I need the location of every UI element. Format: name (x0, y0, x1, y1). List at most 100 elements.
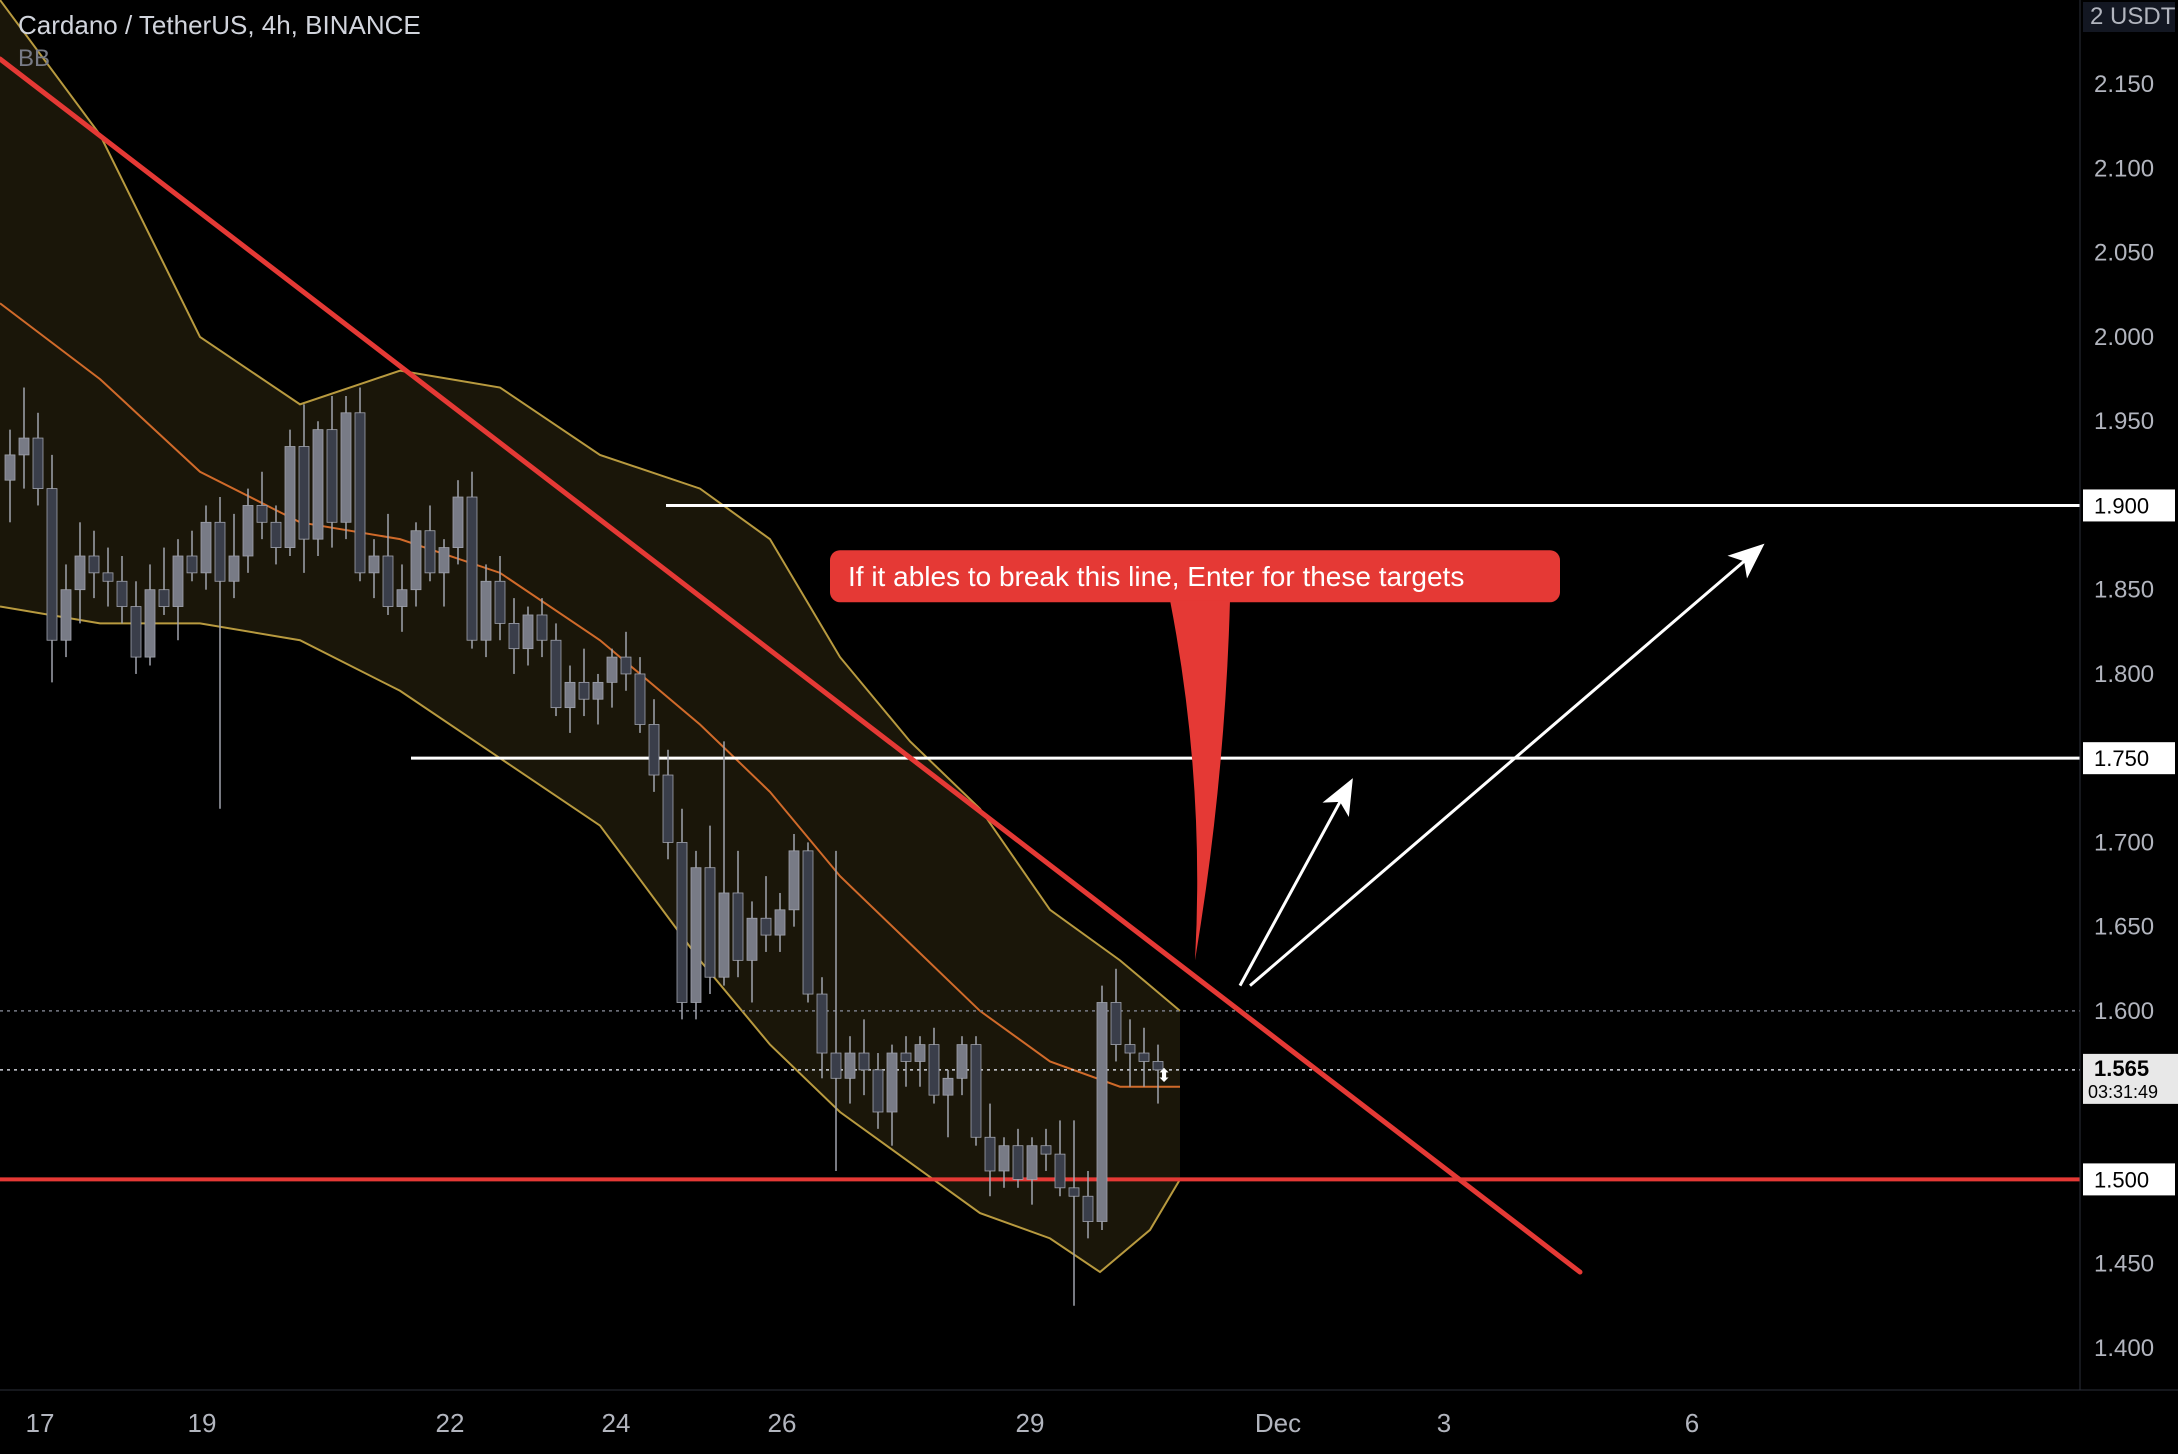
candle-body[interactable] (467, 497, 477, 640)
candle-body[interactable] (1111, 1002, 1121, 1044)
candle-body[interactable] (159, 590, 169, 607)
x-tick-label: 6 (1685, 1408, 1699, 1438)
candle-body[interactable] (635, 674, 645, 725)
candle-body[interactable] (313, 430, 323, 540)
candle-body[interactable] (439, 548, 449, 573)
candle-body[interactable] (453, 497, 463, 548)
y-tick-label: 1.450 (2094, 1251, 2154, 1278)
candle-body[interactable] (369, 556, 379, 573)
candle-body[interactable] (103, 573, 113, 581)
candle-body[interactable] (523, 615, 533, 649)
candle-body[interactable] (887, 1053, 897, 1112)
candle-body[interactable] (131, 607, 141, 658)
candle-body[interactable] (691, 868, 701, 1003)
candle-body[interactable] (47, 489, 57, 641)
candle-body[interactable] (1013, 1146, 1023, 1180)
candle-body[interactable] (89, 556, 99, 573)
candle-body[interactable] (5, 455, 15, 480)
candle-body[interactable] (33, 438, 43, 489)
y-axis-unit: 2 USDT (2090, 3, 2176, 30)
y-tick-label: 1.800 (2094, 661, 2154, 688)
candle-body[interactable] (705, 868, 715, 978)
candle-body[interactable] (789, 851, 799, 910)
candle-body[interactable] (649, 724, 659, 775)
candle-body[interactable] (341, 413, 351, 523)
candle-body[interactable] (271, 522, 281, 547)
candle-body[interactable] (537, 615, 547, 640)
candle-body[interactable] (817, 994, 827, 1053)
y-tick-label: 1.650 (2094, 914, 2154, 941)
candle-body[interactable] (831, 1053, 841, 1078)
candle-body[interactable] (411, 531, 421, 590)
candle-body[interactable] (873, 1070, 883, 1112)
candle-body[interactable] (761, 918, 771, 935)
candle-body[interactable] (621, 657, 631, 674)
candle-body[interactable] (1069, 1188, 1079, 1196)
trend-line[interactable] (0, 59, 1580, 1272)
y-tick-label: 2.100 (2094, 155, 2154, 182)
candle-body[interactable] (355, 413, 365, 573)
candle-body[interactable] (187, 556, 197, 573)
candle-body[interactable] (173, 556, 183, 607)
candle-body[interactable] (299, 446, 309, 539)
candle-body[interactable] (929, 1045, 939, 1096)
candle-body[interactable] (495, 581, 505, 623)
price-chart[interactable]: 1.9001.7501.500If it ables to break this… (0, 0, 2178, 1454)
candle-body[interactable] (145, 590, 155, 657)
x-tick-label: 17 (26, 1408, 55, 1438)
candle-body[interactable] (719, 893, 729, 977)
candle-body[interactable] (383, 556, 393, 607)
chart-title[interactable]: Cardano / TetherUS, 4h, BINANCE (18, 10, 421, 40)
indicator-label[interactable]: BB (18, 45, 50, 72)
x-tick-label: 24 (602, 1408, 631, 1438)
candle-body[interactable] (999, 1146, 1009, 1171)
candle-body[interactable] (425, 531, 435, 573)
y-tick-label: 2.050 (2094, 240, 2154, 267)
candle-body[interactable] (985, 1137, 995, 1171)
target-arrow[interactable] (1250, 548, 1760, 986)
candle-body[interactable] (1055, 1154, 1065, 1188)
candle-body[interactable] (859, 1053, 869, 1070)
candle-body[interactable] (803, 851, 813, 994)
candle-body[interactable] (215, 522, 225, 581)
candle-body[interactable] (607, 657, 617, 682)
candle-body[interactable] (117, 581, 127, 606)
candle-body[interactable] (1097, 1002, 1107, 1221)
y-tick-label: 1.850 (2094, 577, 2154, 604)
candle-body[interactable] (747, 918, 757, 960)
candle-body[interactable] (593, 682, 603, 699)
candle-body[interactable] (243, 505, 253, 556)
candle-body[interactable] (201, 522, 211, 573)
candle-body[interactable] (327, 430, 337, 523)
candle-body[interactable] (901, 1053, 911, 1061)
candle-body[interactable] (733, 893, 743, 960)
candle-body[interactable] (285, 446, 295, 547)
candle-body[interactable] (915, 1045, 925, 1062)
candle-body[interactable] (775, 910, 785, 935)
candle-body[interactable] (551, 640, 561, 707)
candle-body[interactable] (565, 682, 575, 707)
candle-body[interactable] (579, 682, 589, 699)
candle-body[interactable] (1027, 1146, 1037, 1180)
candle-body[interactable] (677, 842, 687, 1002)
candle-body[interactable] (957, 1045, 967, 1079)
candle-body[interactable] (19, 438, 29, 455)
candle-body[interactable] (1041, 1146, 1051, 1154)
candle-body[interactable] (971, 1045, 981, 1138)
callout-text: If it ables to break this line, Enter fo… (848, 561, 1464, 592)
candle-body[interactable] (509, 623, 519, 648)
candle-body[interactable] (481, 581, 491, 640)
candle-body[interactable] (1083, 1196, 1093, 1221)
countdown: 03:31:49 (2088, 1082, 2158, 1102)
candle-body[interactable] (61, 590, 71, 641)
candle-body[interactable] (1125, 1045, 1135, 1053)
candle-body[interactable] (257, 505, 267, 522)
candle-body[interactable] (663, 775, 673, 842)
candle-body[interactable] (397, 590, 407, 607)
target-arrow[interactable] (1240, 783, 1350, 985)
candle-body[interactable] (943, 1078, 953, 1095)
candle-body[interactable] (75, 556, 85, 590)
candle-body[interactable] (845, 1053, 855, 1078)
candle-body[interactable] (1139, 1053, 1149, 1061)
candle-body[interactable] (229, 556, 239, 581)
